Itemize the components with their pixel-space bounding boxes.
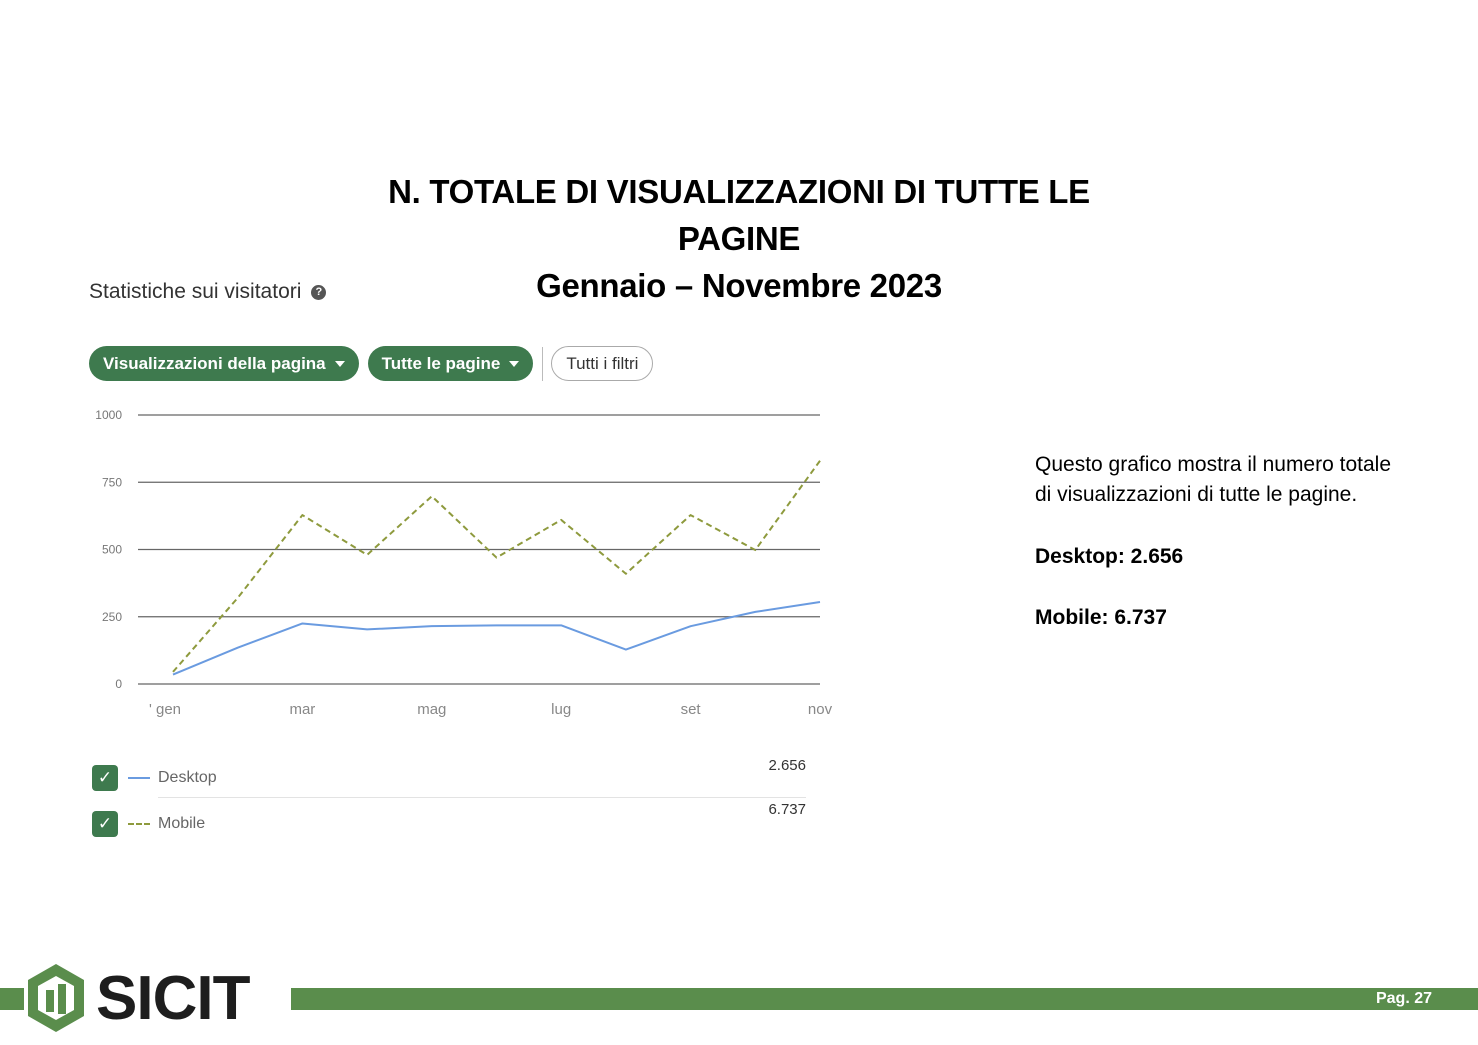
mobile-legend-label: Mobile: [158, 815, 206, 832]
metric-dropdown[interactable]: Visualizzazioni della pagina: [89, 346, 359, 381]
series-line-desktop: [172, 600, 821, 676]
stats-header-label: Statistiche sui visitatori: [89, 280, 302, 303]
y-tick-label: 750: [102, 475, 122, 489]
check-icon: ✓: [97, 768, 113, 787]
y-tick-label: 250: [102, 610, 122, 624]
footer-bar-left: [0, 988, 24, 1010]
page-number: Pag. 27: [1375, 990, 1432, 1007]
logo-text: SICIT: [96, 963, 250, 1033]
filter-separator: [542, 346, 544, 381]
legend-divider: [158, 797, 806, 798]
y-tick-label: 0: [115, 677, 122, 691]
slide-title: N. TOTALE DI VISUALIZZAZIONI DI TUTTE LE…: [0, 168, 1478, 309]
desktop-total: Desktop: 2.656: [1035, 545, 1184, 568]
x-tick-label: set: [681, 701, 702, 718]
caret-down-icon: [334, 360, 345, 367]
filter-bar: Visualizzazioni della pagina Tutte le pa…: [89, 346, 662, 381]
description-text: Questo grafico mostra il numero totale d…: [1035, 453, 1391, 506]
sicit-logo: SICIT: [24, 962, 250, 1034]
pages-dropdown-label: Tutte le pagine: [381, 353, 501, 373]
title-line-1: N. TOTALE DI VISUALIZZAZIONI DI TUTTE LE: [388, 173, 1090, 210]
desktop-line-swatch: [128, 777, 150, 779]
footer-bar: [291, 988, 1478, 1010]
legend-row-desktop: ✓ Desktop 2.656: [92, 755, 812, 801]
title-line-2: PAGINE: [677, 220, 801, 257]
sicit-logo-icon: [28, 964, 84, 1032]
series-line-mobile: [172, 460, 821, 673]
title-line-3: Gennaio – Novembre 2023: [536, 267, 942, 304]
desktop-legend-label: Desktop: [158, 769, 217, 786]
mobile-legend-value: 6.737: [768, 801, 806, 818]
metric-dropdown-label: Visualizzazioni della pagina: [103, 353, 326, 373]
mobile-line-swatch: [128, 823, 150, 825]
pages-dropdown[interactable]: Tutte le pagine: [367, 346, 534, 381]
y-tick-label: 1000: [95, 408, 122, 422]
description-panel: Questo grafico mostra il numero totale d…: [1035, 450, 1395, 633]
stats-header: Statistiche sui visitatori ?: [89, 280, 327, 304]
caret-down-icon: [509, 360, 520, 367]
desktop-legend-value: 2.656: [768, 757, 806, 774]
x-tick-label: ' gen: [149, 701, 181, 718]
x-tick-label: mag: [417, 701, 446, 718]
desktop-checkbox[interactable]: ✓: [92, 765, 118, 791]
y-tick-label: 500: [102, 543, 122, 557]
x-tick-label: nov: [808, 701, 833, 718]
x-tick-label: mar: [289, 701, 315, 718]
x-tick-label: lug: [551, 701, 571, 718]
all-filters-button[interactable]: Tutti i filtri: [551, 346, 654, 381]
views-line-chart: 1000 750 500 250 0 ' gen mar mag lug set nov: [95, 408, 833, 718]
mobile-total: Mobile: 6.737: [1035, 606, 1167, 629]
help-icon[interactable]: ?: [311, 284, 327, 300]
chart-legend: ✓ Desktop 2.656 ✓ Mobile 6.737: [92, 755, 812, 847]
mobile-checkbox[interactable]: ✓: [92, 811, 118, 837]
check-icon: ✓: [97, 814, 113, 833]
legend-row-mobile: ✓ Mobile 6.737: [92, 801, 812, 847]
